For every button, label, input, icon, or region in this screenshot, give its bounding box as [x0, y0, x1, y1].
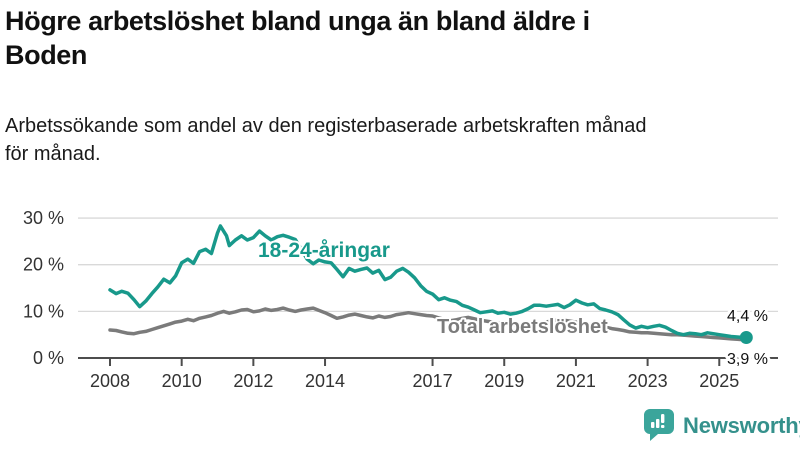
y-tick-label: 10 % [23, 301, 64, 321]
bar-chart-glyph [651, 414, 665, 428]
x-tick-label: 2014 [305, 371, 345, 391]
series-end-dot [739, 330, 753, 344]
page-title: Högre arbetslöshet bland unga än bland ä… [5, 4, 590, 72]
y-tick-label: 0 % [33, 348, 64, 368]
newsworthy-logo[interactable]: Newsworthy [644, 409, 800, 442]
x-tick-label: 2017 [413, 371, 453, 391]
newsworthy-wordmark: Newsworthy [683, 412, 800, 438]
subtitle-line-2: för månad. [5, 143, 101, 165]
series-line-young [108, 224, 746, 340]
x-tick-label: 2023 [628, 371, 668, 391]
x-tick-label: 2012 [233, 371, 273, 391]
x-tick-label: 2021 [556, 371, 596, 391]
series-line-total [108, 306, 746, 342]
newsworthy-badge-icon [644, 409, 674, 441]
x-tick-label: 2019 [484, 371, 524, 391]
subtitle-line-1: Arbetssökande som andel av den registerb… [5, 115, 647, 137]
x-tick-label: 2010 [162, 371, 202, 391]
x-tick-label: 2008 [90, 371, 130, 391]
y-tick-label: 20 % [23, 255, 64, 275]
end-value-total: 3,9 % [727, 351, 768, 368]
y-tick-label: 30 % [23, 208, 64, 228]
series-label-total: Total arbetslöshet [437, 316, 608, 338]
title-line-2: Boden [5, 40, 87, 70]
chart-subtitle: Arbetssökande som andel av den registerb… [5, 112, 647, 168]
title-line-1: Högre arbetslöshet bland unga än bland ä… [5, 6, 590, 36]
series-label-young: 18-24-åringar [258, 239, 390, 262]
end-value-young: 4,4 % [727, 308, 768, 325]
x-tick-label: 2025 [699, 371, 739, 391]
